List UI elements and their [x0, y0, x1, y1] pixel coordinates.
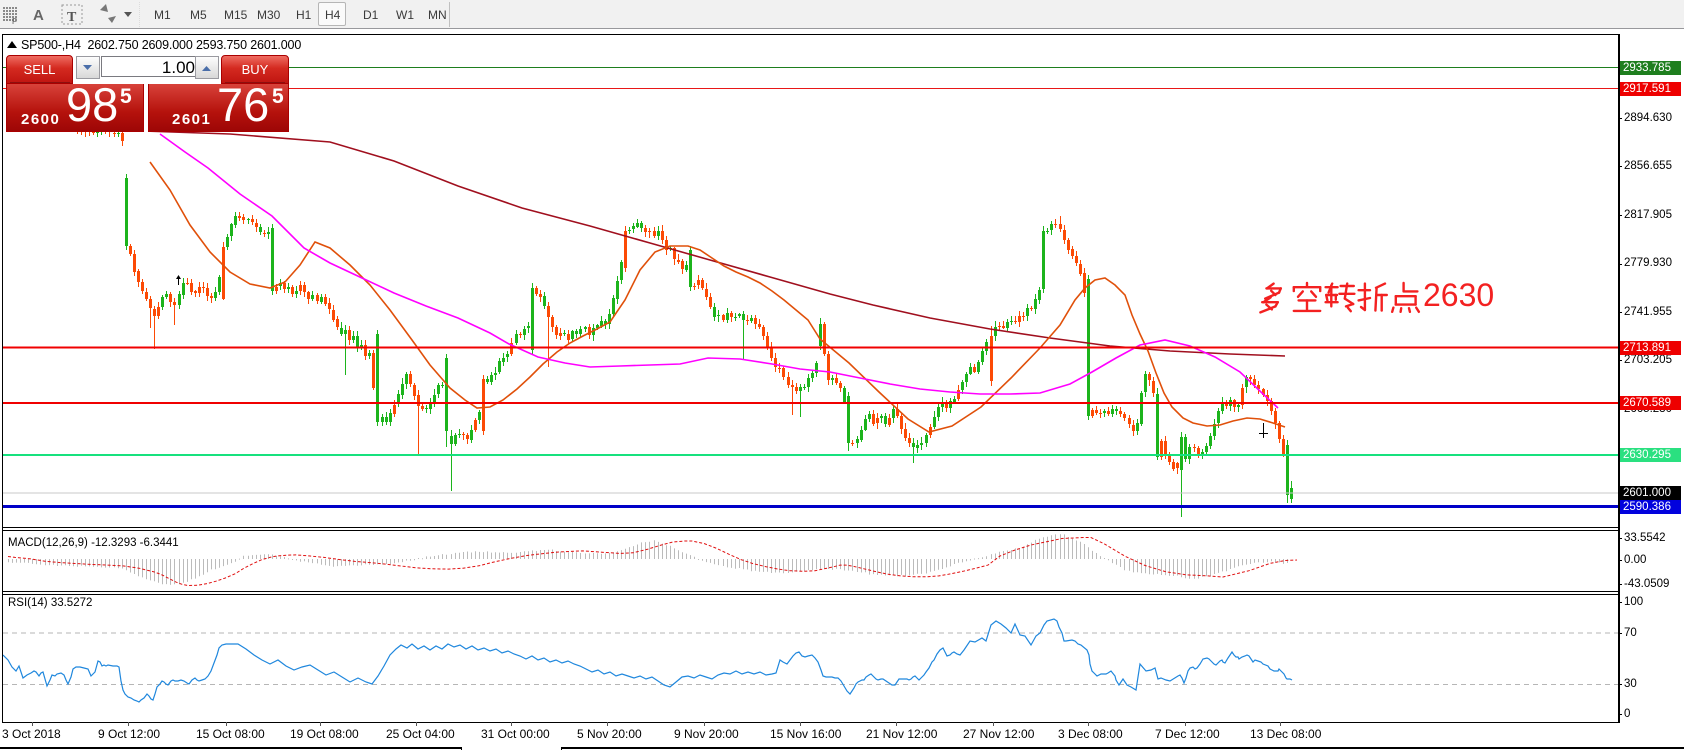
svg-text:T: T — [67, 10, 77, 25]
svg-text:A: A — [33, 7, 44, 24]
svg-text:F: F — [12, 17, 17, 26]
